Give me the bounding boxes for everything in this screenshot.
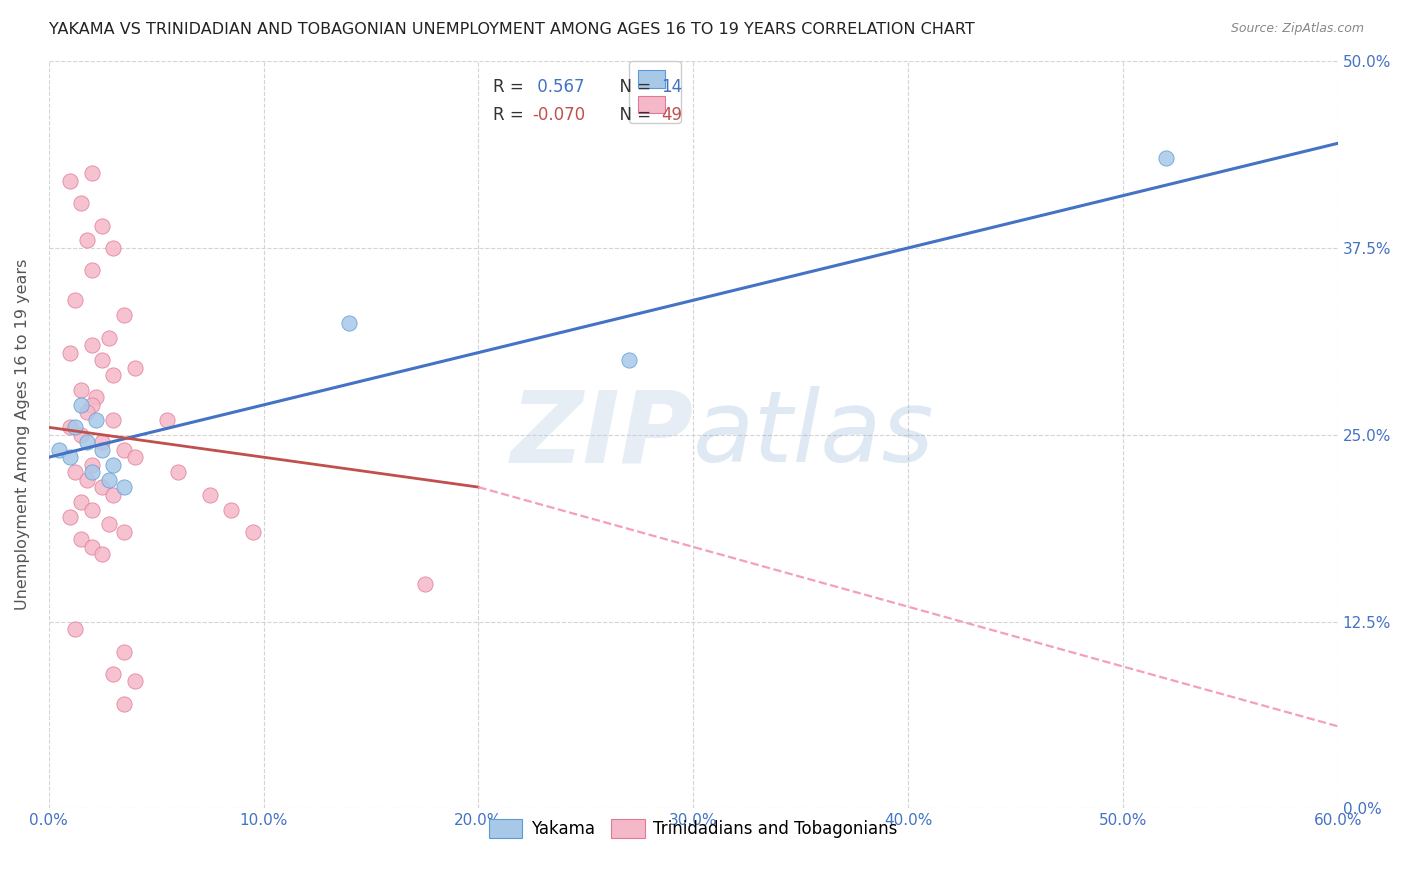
Point <box>112 697 135 711</box>
Text: 49: 49 <box>661 106 682 124</box>
Text: YAKAMA VS TRINIDADIAN AND TOBAGONIAN UNEMPLOYMENT AMONG AGES 16 TO 19 YEARS CORR: YAKAMA VS TRINIDADIAN AND TOBAGONIAN UNE… <box>49 22 974 37</box>
Legend: Yakama, Trinidadians and Tobagonians: Yakama, Trinidadians and Tobagonians <box>482 813 904 845</box>
Y-axis label: Unemployment Among Ages 16 to 19 years: Unemployment Among Ages 16 to 19 years <box>15 259 30 610</box>
Point <box>166 465 188 479</box>
Point <box>112 480 135 494</box>
Point <box>103 458 125 472</box>
Point <box>80 458 103 472</box>
Point <box>59 420 82 434</box>
Text: R =: R = <box>494 106 530 124</box>
Point <box>103 487 125 501</box>
Point <box>59 510 82 524</box>
Point <box>97 517 120 532</box>
Point <box>63 293 86 308</box>
Point <box>76 234 98 248</box>
Point <box>80 465 103 479</box>
Point <box>124 360 146 375</box>
Text: N =: N = <box>609 106 657 124</box>
Point <box>91 442 114 457</box>
Text: 0.567: 0.567 <box>531 78 585 96</box>
Point <box>97 473 120 487</box>
Point <box>103 241 125 255</box>
Point <box>91 353 114 368</box>
Point <box>84 413 107 427</box>
Point <box>70 398 93 412</box>
Text: ZIP: ZIP <box>510 386 693 483</box>
Point <box>80 398 103 412</box>
Point <box>91 435 114 450</box>
Point <box>97 331 120 345</box>
Point <box>198 487 221 501</box>
Point <box>1154 151 1177 165</box>
Point <box>91 547 114 561</box>
Point <box>70 383 93 397</box>
Point <box>80 540 103 554</box>
Text: N =: N = <box>609 78 657 96</box>
Point <box>70 495 93 509</box>
Point <box>76 405 98 419</box>
Point <box>339 316 361 330</box>
Point <box>84 391 107 405</box>
Point <box>59 174 82 188</box>
Point <box>221 502 243 516</box>
Point <box>124 450 146 465</box>
Point <box>80 338 103 352</box>
Text: Source: ZipAtlas.com: Source: ZipAtlas.com <box>1230 22 1364 36</box>
Point <box>156 413 179 427</box>
Point <box>70 196 93 211</box>
Point <box>70 533 93 547</box>
Point <box>91 219 114 233</box>
Point <box>242 524 264 539</box>
Point <box>112 644 135 658</box>
Point <box>124 674 146 689</box>
Text: -0.070: -0.070 <box>531 106 585 124</box>
Text: 14: 14 <box>661 78 682 96</box>
Point <box>80 166 103 180</box>
Point <box>59 450 82 465</box>
Point <box>80 502 103 516</box>
Point <box>76 435 98 450</box>
Point <box>80 263 103 277</box>
Point <box>59 345 82 359</box>
Point <box>91 480 114 494</box>
Point <box>63 465 86 479</box>
Text: atlas: atlas <box>693 386 935 483</box>
Point <box>103 413 125 427</box>
Point <box>63 420 86 434</box>
Point <box>112 308 135 322</box>
Point <box>48 442 70 457</box>
Point <box>63 622 86 636</box>
Point <box>112 442 135 457</box>
Point <box>70 427 93 442</box>
Point <box>76 473 98 487</box>
Text: R =: R = <box>494 78 530 96</box>
Point <box>413 577 436 591</box>
Point <box>112 524 135 539</box>
Point <box>617 353 640 368</box>
Point <box>103 667 125 681</box>
Point <box>103 368 125 382</box>
